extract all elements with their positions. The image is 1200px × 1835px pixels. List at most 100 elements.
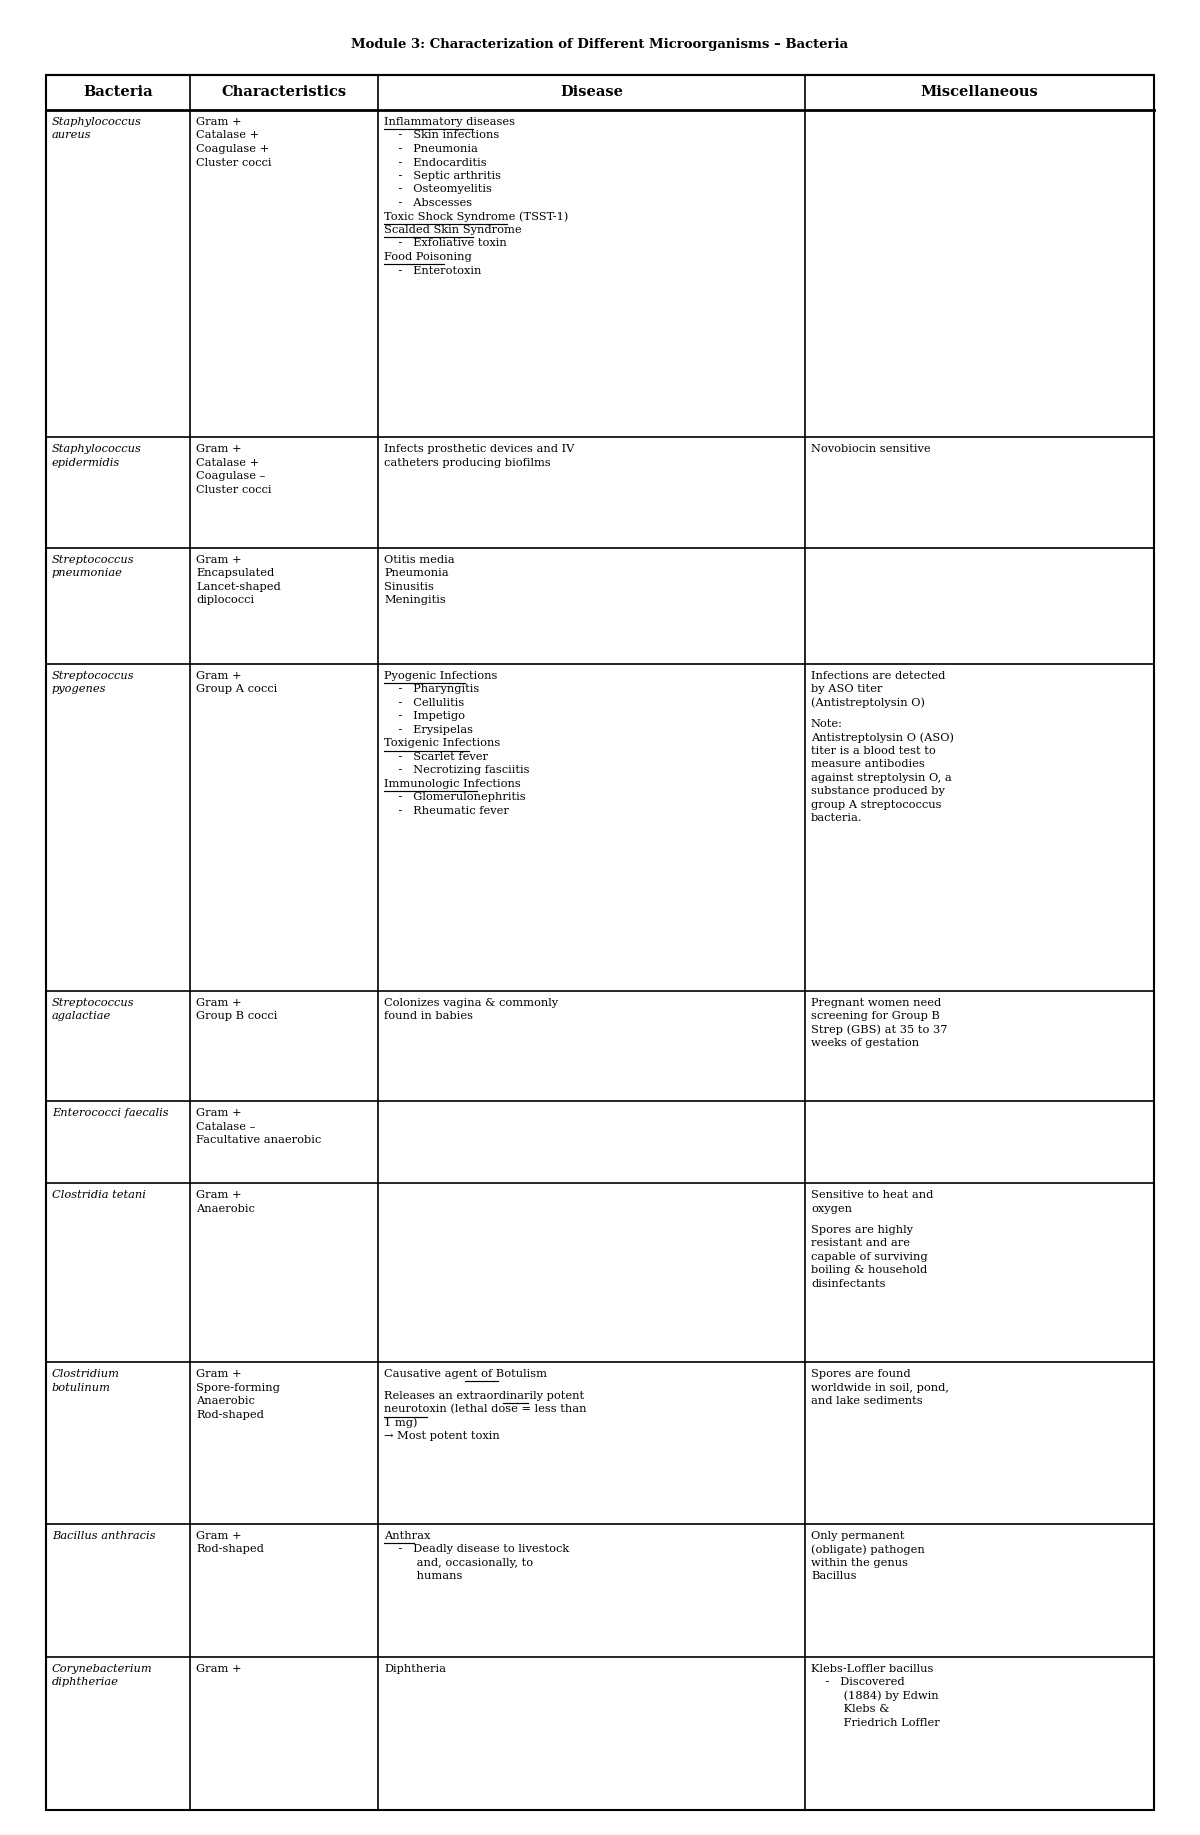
Text: Infections are detected: Infections are detected bbox=[811, 670, 946, 681]
Text: disinfectants: disinfectants bbox=[811, 1279, 886, 1288]
Text: Anthrax: Anthrax bbox=[384, 1530, 431, 1541]
Text: substance produced by: substance produced by bbox=[811, 785, 944, 796]
Text: Clostridia tetani: Clostridia tetani bbox=[52, 1191, 146, 1200]
Text: bacteria.: bacteria. bbox=[811, 813, 863, 824]
Text: (1884) by Edwin: (1884) by Edwin bbox=[811, 1690, 938, 1701]
Text: Catalase +: Catalase + bbox=[196, 130, 259, 141]
Text: Meningitis: Meningitis bbox=[384, 595, 446, 606]
Text: Gram +: Gram + bbox=[196, 1530, 241, 1541]
Text: -   Pharyngitis: - Pharyngitis bbox=[384, 684, 480, 694]
Text: (obligate) pathogen: (obligate) pathogen bbox=[811, 1545, 925, 1554]
Text: Klebs &: Klebs & bbox=[811, 1705, 889, 1714]
Text: Cluster cocci: Cluster cocci bbox=[196, 484, 271, 495]
Text: neurotoxin (lethal dose = less than: neurotoxin (lethal dose = less than bbox=[384, 1404, 587, 1415]
Text: against streptolysin O, a: against streptolysin O, a bbox=[811, 773, 952, 782]
Text: -   Enterotoxin: - Enterotoxin bbox=[384, 266, 481, 275]
Text: Enterococci faecalis: Enterococci faecalis bbox=[52, 1108, 169, 1118]
Text: Toxic Shock Syndrome (TSST-1): Toxic Shock Syndrome (TSST-1) bbox=[384, 211, 569, 222]
Text: Bacteria: Bacteria bbox=[83, 86, 152, 99]
Text: Food Poisoning: Food Poisoning bbox=[384, 251, 472, 262]
Text: catheters producing biofilms: catheters producing biofilms bbox=[384, 457, 551, 468]
Text: -   Osteomyelitis: - Osteomyelitis bbox=[384, 185, 492, 195]
Text: Note:: Note: bbox=[811, 719, 842, 728]
Text: measure antibodies: measure antibodies bbox=[811, 760, 925, 769]
Text: Gram +: Gram + bbox=[196, 554, 241, 565]
Text: and lake sediments: and lake sediments bbox=[811, 1396, 923, 1406]
Text: Group B cocci: Group B cocci bbox=[196, 1011, 277, 1020]
Text: Colonizes vagina & commonly: Colonizes vagina & commonly bbox=[384, 998, 558, 1007]
Text: humans: humans bbox=[384, 1571, 463, 1582]
Text: Sensitive to heat and: Sensitive to heat and bbox=[811, 1191, 934, 1200]
Text: Module 3: Characterization of Different Microorganisms – Bacteria: Module 3: Characterization of Different … bbox=[352, 39, 848, 51]
Text: Pneumonia: Pneumonia bbox=[384, 569, 449, 578]
Text: resistant and are: resistant and are bbox=[811, 1239, 910, 1248]
Text: Friedrich Loffler: Friedrich Loffler bbox=[811, 1718, 940, 1729]
Text: Antistreptolysin O (ASO): Antistreptolysin O (ASO) bbox=[811, 732, 954, 743]
Text: Lancet-shaped: Lancet-shaped bbox=[196, 582, 281, 591]
Text: Gram +: Gram + bbox=[196, 1191, 241, 1200]
Text: pneumoniae: pneumoniae bbox=[52, 569, 122, 578]
Text: Spore-forming: Spore-forming bbox=[196, 1382, 280, 1393]
Text: Bacillus: Bacillus bbox=[811, 1571, 857, 1582]
Text: Gram +: Gram + bbox=[196, 117, 241, 127]
Text: -   Septic arthritis: - Septic arthritis bbox=[384, 171, 502, 182]
Text: group A streptococcus: group A streptococcus bbox=[811, 800, 942, 809]
Text: Anaerobic: Anaerobic bbox=[196, 1204, 254, 1213]
Text: Rod-shaped: Rod-shaped bbox=[196, 1545, 264, 1554]
Text: Miscellaneous: Miscellaneous bbox=[920, 86, 1038, 99]
Text: Spores are highly: Spores are highly bbox=[811, 1224, 913, 1235]
Text: -   Exfoliative toxin: - Exfoliative toxin bbox=[384, 239, 508, 248]
Text: Cluster cocci: Cluster cocci bbox=[196, 158, 271, 167]
Text: Spores are found: Spores are found bbox=[811, 1369, 911, 1380]
Text: Only permanent: Only permanent bbox=[811, 1530, 905, 1541]
Text: -   Discovered: - Discovered bbox=[811, 1677, 905, 1686]
Text: Gram +: Gram + bbox=[196, 1108, 241, 1118]
Text: agalactiae: agalactiae bbox=[52, 1011, 112, 1020]
Text: capable of surviving: capable of surviving bbox=[811, 1251, 928, 1262]
Text: Causative agent of Botulism: Causative agent of Botulism bbox=[384, 1369, 547, 1380]
Text: Anaerobic: Anaerobic bbox=[196, 1396, 254, 1406]
Text: Infects prosthetic devices and IV: Infects prosthetic devices and IV bbox=[384, 444, 575, 453]
Text: Coagulase +: Coagulase + bbox=[196, 143, 269, 154]
Text: Sinusitis: Sinusitis bbox=[384, 582, 434, 591]
Text: Pyogenic Infections: Pyogenic Infections bbox=[384, 670, 498, 681]
Text: Strep (GBS) at 35 to 37: Strep (GBS) at 35 to 37 bbox=[811, 1024, 948, 1035]
Text: Catalase +: Catalase + bbox=[196, 457, 259, 468]
Text: Scalded Skin Syndrome: Scalded Skin Syndrome bbox=[384, 226, 522, 235]
Text: Klebs-Loffler bacillus: Klebs-Loffler bacillus bbox=[811, 1664, 934, 1674]
Text: boiling & household: boiling & household bbox=[811, 1264, 928, 1275]
Text: -   Deadly disease to livestock: - Deadly disease to livestock bbox=[384, 1545, 570, 1554]
Text: -   Endocarditis: - Endocarditis bbox=[384, 158, 487, 167]
Text: -   Abscesses: - Abscesses bbox=[384, 198, 473, 207]
Text: pyogenes: pyogenes bbox=[52, 684, 107, 694]
Text: -   Cellulitis: - Cellulitis bbox=[384, 697, 464, 708]
Text: Coagulase –: Coagulase – bbox=[196, 472, 265, 481]
Text: Releases an extraordinarily potent: Releases an extraordinarily potent bbox=[384, 1391, 584, 1400]
Text: weeks of gestation: weeks of gestation bbox=[811, 1039, 919, 1048]
Text: → Most potent toxin: → Most potent toxin bbox=[384, 1431, 500, 1440]
Text: Staphylococcus: Staphylococcus bbox=[52, 444, 142, 453]
Text: 1 mg): 1 mg) bbox=[384, 1418, 418, 1428]
Text: -   Rheumatic fever: - Rheumatic fever bbox=[384, 806, 509, 815]
Text: Bacillus anthracis: Bacillus anthracis bbox=[52, 1530, 156, 1541]
Text: Gram +: Gram + bbox=[196, 670, 241, 681]
Text: titer is a blood test to: titer is a blood test to bbox=[811, 745, 936, 756]
Text: Disease: Disease bbox=[560, 86, 623, 99]
Text: aureus: aureus bbox=[52, 130, 91, 141]
Text: -   Necrotizing fasciitis: - Necrotizing fasciitis bbox=[384, 765, 530, 774]
Text: -   Impetigo: - Impetigo bbox=[384, 712, 466, 721]
Text: Gram +: Gram + bbox=[196, 1664, 241, 1674]
Text: Corynebacterium: Corynebacterium bbox=[52, 1664, 152, 1674]
Text: -   Erysipelas: - Erysipelas bbox=[384, 725, 473, 734]
Text: worldwide in soil, pond,: worldwide in soil, pond, bbox=[811, 1382, 949, 1393]
Text: found in babies: found in babies bbox=[384, 1011, 473, 1020]
Text: Streptococcus: Streptococcus bbox=[52, 670, 134, 681]
Text: Characteristics: Characteristics bbox=[222, 86, 347, 99]
Text: Streptococcus: Streptococcus bbox=[52, 554, 134, 565]
Text: Clostridium: Clostridium bbox=[52, 1369, 120, 1380]
Text: Facultative anaerobic: Facultative anaerobic bbox=[196, 1136, 322, 1145]
Text: botulinum: botulinum bbox=[52, 1382, 110, 1393]
Text: by ASO titer: by ASO titer bbox=[811, 684, 882, 694]
Text: Otitis media: Otitis media bbox=[384, 554, 455, 565]
Text: diplococci: diplococci bbox=[196, 595, 254, 606]
